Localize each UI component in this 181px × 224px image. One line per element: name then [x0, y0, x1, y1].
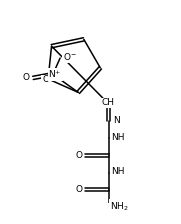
Text: O: O [42, 75, 49, 84]
Text: NH: NH [111, 167, 124, 177]
Text: NH$_2$: NH$_2$ [110, 200, 129, 213]
Text: N: N [113, 116, 120, 125]
Text: O: O [75, 151, 82, 160]
Text: N$^{+}$: N$^{+}$ [48, 68, 62, 80]
Text: O: O [75, 185, 82, 194]
Text: O: O [23, 73, 30, 82]
Text: CH: CH [101, 99, 114, 108]
Text: O$^{-}$: O$^{-}$ [63, 51, 77, 62]
Text: NH: NH [111, 133, 124, 142]
